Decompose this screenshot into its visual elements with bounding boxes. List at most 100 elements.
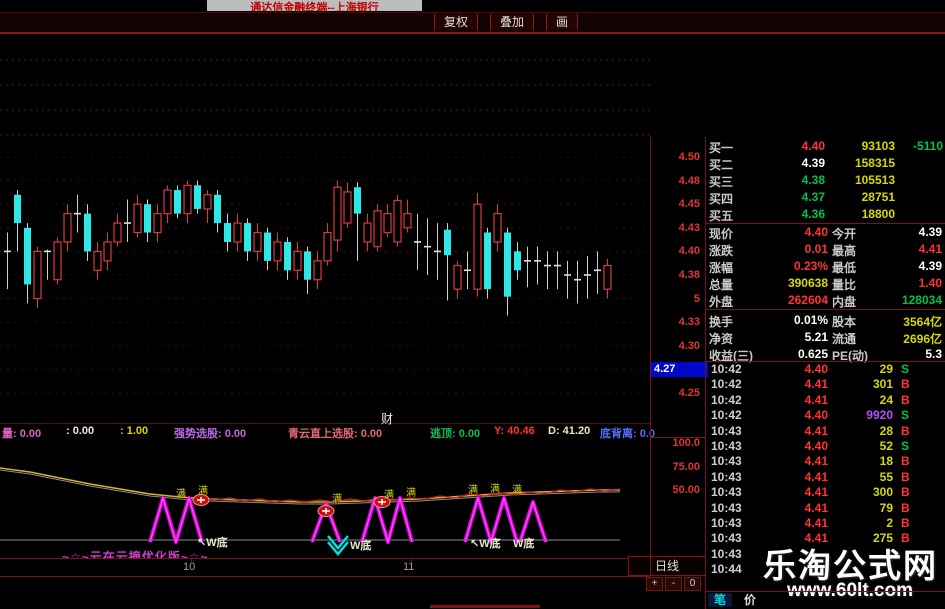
tick-row[interactable]: 10:43 4.41 300 B xyxy=(705,485,945,500)
tick-row[interactable]: 10:43 4.41 79 B xyxy=(705,501,945,516)
tick-volume: 2 xyxy=(886,516,893,530)
stat-label: 今开 xyxy=(832,227,857,241)
tick-flag: B xyxy=(901,500,910,515)
candle xyxy=(163,185,172,224)
period-button[interactable]: 日线 xyxy=(628,556,706,576)
frame-line xyxy=(705,361,945,362)
zoom-out-button[interactable]: - xyxy=(665,577,682,591)
signal-badge-icon xyxy=(373,496,391,508)
tick-row[interactable]: 10:43 4.41 2 B xyxy=(705,516,945,531)
indicator-param: 青云直上选股: 0.00 xyxy=(288,428,383,440)
stat-label: PE(动) xyxy=(832,349,869,363)
candle xyxy=(524,246,531,288)
frame-line xyxy=(650,137,651,575)
toolbar: 复权 叠加画 xyxy=(0,12,945,34)
tick-flag: B xyxy=(901,469,910,484)
toolbar-button-1[interactable]: 叠加 xyxy=(490,14,535,30)
price-label: 4.38 xyxy=(678,269,700,281)
candle xyxy=(113,213,122,247)
w-bottom-label: W底 xyxy=(350,540,372,552)
tick-row[interactable]: 10:42 4.40 9920 S xyxy=(705,408,945,423)
bid-price: 4.37 xyxy=(801,190,825,204)
bid-price: 4.39 xyxy=(801,156,825,170)
candle xyxy=(304,246,311,294)
stat-label: 涨跌 xyxy=(709,244,734,258)
bid-row[interactable]: 买四 4.37 28751 xyxy=(705,190,945,206)
tick-row[interactable]: 10:43 4.41 275 B xyxy=(705,531,945,546)
stat-row: 净资 5.21 流通 2696亿 xyxy=(705,330,945,346)
bid-volume: 93103 xyxy=(861,139,895,153)
candle xyxy=(434,223,441,280)
candle xyxy=(233,213,242,252)
stat-value: 0.23% xyxy=(793,259,828,273)
candle xyxy=(514,241,521,280)
tab-bi[interactable]: 笔 xyxy=(708,593,732,607)
stat-value: 2696亿 xyxy=(903,332,942,346)
price-label: 4.33 xyxy=(678,316,700,329)
stat-value: 0.625 xyxy=(797,347,828,361)
candle xyxy=(24,223,31,304)
candle xyxy=(244,218,251,261)
bid-row[interactable]: 买五 4.36 18800 xyxy=(705,207,945,223)
tick-price: 4.40 xyxy=(804,439,828,453)
stat-row: 涨幅 0.23% 最低 4.39 xyxy=(705,259,945,275)
stat-label: 涨幅 xyxy=(709,261,734,275)
tick-row[interactable]: 10:42 4.41 24 B xyxy=(705,393,945,408)
tick-flag: B xyxy=(901,377,910,392)
bid-row[interactable]: 买二 4.39 158315 xyxy=(705,156,945,172)
w-bottom-marker xyxy=(360,496,414,544)
frame-line xyxy=(650,437,705,438)
candle xyxy=(4,232,11,290)
tick-row[interactable]: 10:43 4.40 52 S xyxy=(705,439,945,454)
candle xyxy=(323,223,332,266)
candle xyxy=(453,260,462,299)
tick-row[interactable]: 10:42 4.41 301 B xyxy=(705,377,945,392)
man-signal-label: 满 xyxy=(176,489,186,500)
tick-price: 4.41 xyxy=(804,392,828,407)
candle xyxy=(133,194,142,238)
tick-row[interactable]: 10:43 4.41 55 B xyxy=(705,470,945,485)
stat-value: 128034 xyxy=(901,293,942,307)
tick-row[interactable]: 10:43 4.41 28 B xyxy=(705,424,945,439)
time-axis: 10 11 xyxy=(0,558,650,577)
candle xyxy=(393,194,402,247)
tick-time: 10:42 xyxy=(711,362,742,376)
frame-line xyxy=(430,605,540,608)
bid-row[interactable]: 买三 4.38 105513 xyxy=(705,173,945,189)
candle xyxy=(473,192,482,297)
zoom-in-button[interactable]: + xyxy=(646,577,663,591)
candle xyxy=(343,182,352,228)
tick-row[interactable]: 10:42 4.40 29 S xyxy=(705,362,945,377)
toolbar-button-0[interactable]: 复权 xyxy=(434,14,479,30)
frame-line xyxy=(705,137,706,609)
toolbar-button-2[interactable]: 画 xyxy=(546,14,579,30)
indicator-y-label: 50.00 xyxy=(672,484,700,496)
tick-volume: 28 xyxy=(879,423,893,438)
tick-price: 4.41 xyxy=(804,377,828,392)
watermark-url: www.60lt.com xyxy=(787,580,913,601)
tick-row[interactable]: 10:43 4.41 18 B xyxy=(705,454,945,469)
candle xyxy=(144,199,151,242)
stat-label: 最低 xyxy=(832,261,857,275)
price-label: 4.30 xyxy=(678,339,700,352)
zoom-reset-button[interactable]: 0 xyxy=(684,577,701,591)
bid-volume: 18800 xyxy=(861,207,895,221)
watermark-title: 乐淘公式网 xyxy=(763,547,938,584)
time-label: 10 xyxy=(183,561,196,573)
indicator-param: 强势选股: 0.00 xyxy=(174,428,247,440)
bid-row[interactable]: 买一 4.40 93103 -5110 xyxy=(705,139,945,155)
tab-jia[interactable]: 价 xyxy=(743,593,756,607)
tick-time: 10:43 xyxy=(711,423,742,438)
stat-row: 现价 4.40 今开 4.39 xyxy=(705,225,945,241)
tick-row[interactable]: 10:44 xyxy=(705,562,945,577)
tick-time: 10:43 xyxy=(711,485,742,500)
tab-finance[interactable]: 财 xyxy=(381,412,394,426)
tick-row[interactable]: 10:43 xyxy=(705,547,945,562)
tick-time: 10:43 xyxy=(711,469,742,484)
candle xyxy=(93,241,102,280)
man-signal-label: 满 xyxy=(406,488,416,499)
tick-time: 10:42 xyxy=(711,392,742,407)
tick-flag: B xyxy=(901,531,910,546)
candle xyxy=(14,190,21,252)
indicator-header: 量: 0.00: 0.00: 1.00 强势选股: 0.00 青云直上选股: 0.0… xyxy=(0,423,655,440)
